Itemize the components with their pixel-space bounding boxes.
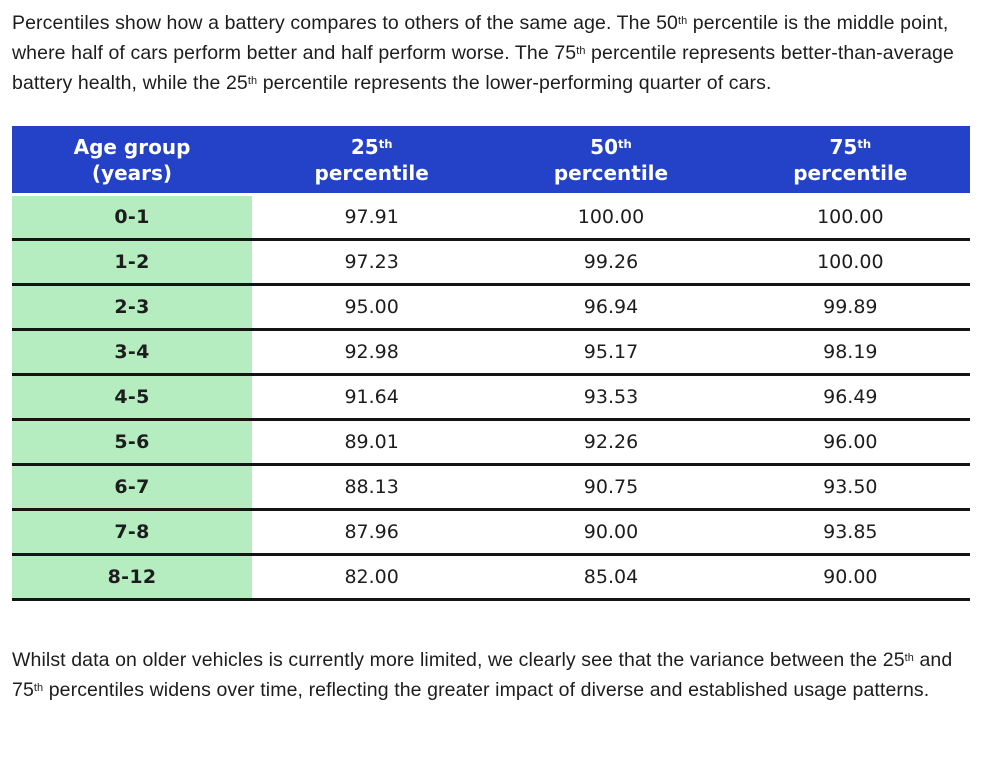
table-row: 7-8 87.96 90.00 93.85 (12, 511, 970, 556)
outro-text-1: Whilst data on older vehicles is current… (12, 649, 905, 671)
table-row: 6-7 88.13 90.75 93.50 (12, 466, 970, 511)
header-75-label: percentile (793, 160, 908, 185)
table-row: 3-4 92.98 95.17 98.19 (12, 331, 970, 376)
header-50-label: percentile (553, 160, 669, 185)
header-25-label: percentile (314, 160, 429, 185)
p50-value-cell: 93.53 (491, 376, 731, 421)
p50-value-cell: 99.26 (491, 241, 731, 286)
age-group-cell: 5-6 (12, 421, 252, 466)
intro-sup-50th: th (677, 14, 688, 27)
p25-value-cell: 87.96 (252, 511, 492, 556)
header-75-num: 75 (829, 134, 858, 159)
header-75-sup: th (857, 137, 872, 152)
age-group-cell: 6-7 (12, 466, 252, 511)
p50-value-cell: 90.00 (491, 511, 731, 556)
p50-value-cell: 95.17 (491, 331, 731, 376)
p25-value-cell: 92.98 (252, 331, 492, 376)
header-50-sup: th (618, 137, 632, 152)
intro-text-2: percentile is the middle point, where ha… (12, 12, 949, 64)
age-group-cell: 3-4 (12, 331, 252, 376)
p75-value-cell: 96.00 (730, 421, 970, 466)
header-50th-percentile: 50th percentile (491, 126, 731, 196)
header-25th-percentile: 25th percentile (252, 126, 492, 196)
intro-text-1: Percentiles show how a battery compares … (12, 12, 678, 34)
p75-value-cell: 90.00 (730, 556, 970, 601)
table-header-row: Age group (years) 25th percentile 50th per… (12, 126, 970, 196)
table-row: 2-3 95.00 96.94 99.89 (12, 286, 970, 331)
outro-sup-75th: th (33, 681, 44, 694)
intro-sup-75th: th (576, 44, 586, 57)
p75-value-cell: 96.49 (730, 376, 970, 421)
p75-value-cell: 99.89 (730, 286, 970, 331)
p25-value-cell: 95.00 (252, 286, 492, 331)
p25-value-cell: 82.00 (252, 556, 492, 601)
outro-paragraph: Whilst data on older vehicles is current… (12, 645, 970, 705)
table-row: 8-12 82.00 85.04 90.00 (12, 556, 970, 601)
header-age-group-line1: Age group (73, 134, 191, 159)
p25-value-cell: 97.23 (252, 241, 492, 286)
intro-text-4: percentile represents the lower-performi… (257, 72, 772, 94)
outro-sup-25th: th (904, 651, 914, 664)
p50-value-cell: 85.04 (491, 556, 731, 601)
p50-value-cell: 96.94 (491, 286, 731, 331)
table-row: 0-1 97.91 100.00 100.00 (12, 196, 970, 241)
outro-text-3: percentiles widens over time, reflecting… (43, 679, 930, 701)
age-group-cell: 4-5 (12, 376, 252, 421)
intro-paragraph: Percentiles show how a battery compares … (12, 8, 970, 98)
p25-value-cell: 97.91 (252, 196, 492, 241)
outro-text-2: and 75 (12, 649, 953, 701)
p50-value-cell: 92.26 (491, 421, 731, 466)
p50-value-cell: 100.00 (491, 196, 731, 241)
age-group-cell: 0-1 (12, 196, 252, 241)
p25-value-cell: 91.64 (252, 376, 492, 421)
header-75th-percentile: 75th percentile (730, 126, 970, 196)
header-50-num: 50 (590, 134, 619, 159)
header-age-group: Age group (years) (12, 126, 252, 196)
table-row: 1-2 97.23 99.26 100.00 (12, 241, 970, 286)
p75-value-cell: 100.00 (730, 241, 970, 286)
table-row: 5-6 89.01 92.26 96.00 (12, 421, 970, 466)
header-25-sup: th (378, 137, 393, 152)
p25-value-cell: 88.13 (252, 466, 492, 511)
p75-value-cell: 93.50 (730, 466, 970, 511)
percentile-table: Age group (years) 25th percentile 50th per… (12, 126, 970, 601)
intro-sup-25th: th (247, 74, 258, 87)
age-group-cell: 1-2 (12, 241, 252, 286)
intro-text-3: percentile represents better-than-averag… (12, 42, 954, 94)
age-group-cell: 2-3 (12, 286, 252, 331)
table-row: 4-5 91.64 93.53 96.49 (12, 376, 970, 421)
header-25-num: 25 (350, 134, 379, 159)
p75-value-cell: 98.19 (730, 331, 970, 376)
table-body: 0-1 97.91 100.00 100.00 1-2 97.23 99.26 100.00 2… (12, 196, 970, 601)
p25-value-cell: 89.01 (252, 421, 492, 466)
p75-value-cell: 93.85 (730, 511, 970, 556)
header-age-group-line2: (years) (91, 160, 173, 185)
age-group-cell: 8-12 (12, 556, 252, 601)
p50-value-cell: 90.75 (491, 466, 731, 511)
p75-value-cell: 100.00 (730, 196, 970, 241)
age-group-cell: 7-8 (12, 511, 252, 556)
